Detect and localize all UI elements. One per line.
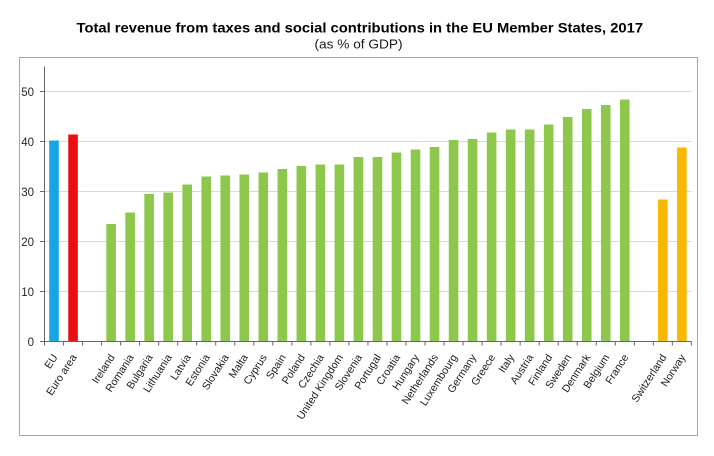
svg-text:20: 20 — [21, 237, 34, 249]
svg-text:10: 10 — [21, 287, 34, 299]
svg-text:0: 0 — [28, 337, 34, 349]
svg-text:Total revenue from taxes and s: Total revenue from taxes and social cont… — [77, 19, 644, 35]
svg-text:EU: EU — [42, 352, 60, 371]
svg-text:30: 30 — [21, 187, 34, 199]
svg-text:(as % of GDP): (as % of GDP) — [315, 37, 403, 51]
svg-text:50: 50 — [21, 87, 34, 99]
svg-text:40: 40 — [21, 137, 34, 149]
